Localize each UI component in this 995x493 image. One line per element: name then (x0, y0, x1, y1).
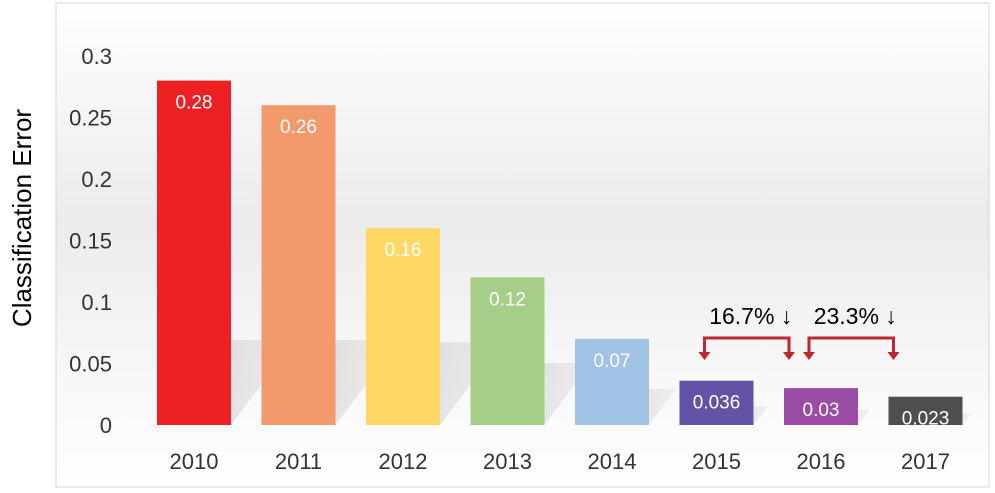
annotation-label: 16.7% ↓ (709, 303, 792, 329)
data-label-2016: 0.03 (803, 400, 840, 421)
bars (157, 80, 963, 425)
x-tick-label: 2012 (379, 449, 428, 474)
x-tick-label: 2014 (588, 449, 637, 474)
y-axis-ticks: 0 0.05 0.1 0.15 0.2 0.25 0.3 (69, 44, 112, 438)
y-tick-label: 0.3 (81, 44, 112, 69)
bracket-arrowhead (698, 352, 711, 360)
x-tick-label: 2017 (901, 449, 950, 474)
bar-2017 (888, 396, 963, 425)
y-tick-label: 0.1 (81, 290, 112, 315)
data-labels: 0.28 0.26 0.16 0.12 0.07 0.036 0.03 0.023 (176, 93, 950, 430)
bracket-line (703, 336, 791, 354)
data-label-2012: 0.16 (385, 240, 422, 261)
bar-2015 (679, 380, 754, 425)
y-tick-label: 0.05 (69, 352, 112, 377)
bracket-arrowhead (783, 352, 795, 360)
bracket-line (807, 336, 895, 354)
y-axis-label: Classification Error (7, 109, 37, 328)
data-label-2015: 0.036 (693, 393, 741, 414)
data-label-2013: 0.12 (489, 289, 526, 310)
bar-2011 (261, 105, 336, 425)
data-label-2014: 0.07 (594, 351, 631, 372)
y-tick-label: 0 (100, 413, 112, 438)
x-tick-label: 2013 (483, 449, 532, 474)
bar-2016 (784, 388, 858, 425)
data-label-2010: 0.28 (176, 93, 213, 114)
data-label-2011: 0.26 (280, 117, 317, 138)
bar-2012 (366, 228, 440, 425)
y-tick-label: 0.2 (81, 167, 112, 192)
x-axis-ticks: 2010 2011 2012 2013 2014 2015 2016 2017 (170, 449, 950, 474)
annotation-label: 23.3% ↓ (814, 303, 897, 329)
bracket-arrowhead (887, 352, 900, 360)
bar-2010 (157, 80, 231, 425)
bar-2014 (575, 338, 649, 425)
x-tick-label: 2011 (275, 449, 322, 474)
bar-2013 (470, 277, 545, 425)
annotation-bracket (698, 336, 795, 360)
y-tick-label: 0.25 (69, 106, 112, 131)
x-tick-label: 2010 (170, 449, 219, 474)
annotations: 16.7% ↓ 23.3% ↓ (698, 303, 900, 360)
y-tick-label: 0.15 (69, 229, 112, 254)
x-tick-label: 2015 (692, 449, 741, 474)
x-tick-label: 2016 (797, 449, 846, 474)
data-label-2017: 0.023 (902, 409, 950, 430)
annotation-bracket (803, 336, 900, 360)
bracket-arrowhead (803, 352, 815, 360)
